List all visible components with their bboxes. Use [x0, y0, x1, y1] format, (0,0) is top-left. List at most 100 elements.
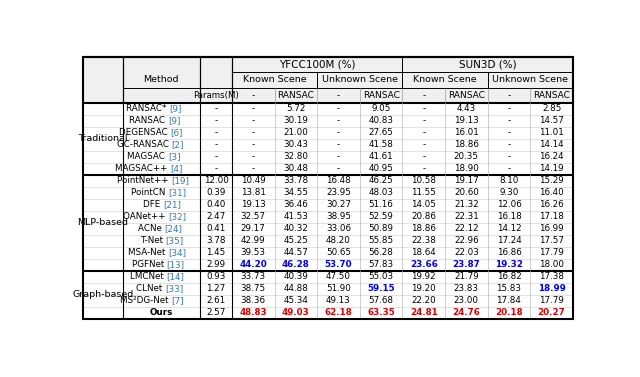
Text: 20.60: 20.60: [454, 188, 479, 197]
Text: 0.41: 0.41: [206, 224, 226, 233]
Text: PointNet++: PointNet++: [117, 176, 172, 185]
Text: 19.92: 19.92: [412, 272, 436, 281]
Text: 22.31: 22.31: [454, 212, 479, 221]
Text: 20.86: 20.86: [412, 212, 436, 221]
Text: 40.39: 40.39: [284, 272, 308, 281]
Text: [14]: [14]: [166, 272, 185, 281]
Text: RANSAC: RANSAC: [533, 91, 570, 100]
Text: 50.89: 50.89: [369, 224, 394, 233]
Text: -: -: [252, 164, 255, 173]
Text: -: -: [337, 91, 340, 100]
Text: MAGSAC: MAGSAC: [127, 152, 168, 161]
Text: -: -: [337, 104, 340, 113]
Text: 22.20: 22.20: [412, 296, 436, 305]
Text: 19.17: 19.17: [454, 176, 479, 185]
Text: 19.13: 19.13: [241, 200, 266, 209]
Text: -: -: [337, 116, 340, 126]
Text: [6]: [6]: [170, 129, 183, 138]
Text: 49.13: 49.13: [326, 296, 351, 305]
Text: T-Net: T-Net: [140, 236, 165, 245]
Text: 41.58: 41.58: [369, 140, 394, 149]
Text: [21]: [21]: [163, 200, 181, 209]
Text: 57.83: 57.83: [369, 260, 394, 269]
Text: -: -: [422, 140, 425, 149]
Text: 4.43: 4.43: [457, 104, 476, 113]
Text: [7]: [7]: [172, 296, 184, 305]
Text: 38.95: 38.95: [326, 212, 351, 221]
Text: Graph-based: Graph-based: [72, 290, 134, 299]
Text: 45.25: 45.25: [284, 236, 308, 245]
Text: 44.20: 44.20: [239, 260, 267, 269]
Text: -: -: [422, 152, 425, 161]
Text: 16.86: 16.86: [497, 248, 522, 257]
Text: 19.32: 19.32: [495, 260, 523, 269]
Text: 46.25: 46.25: [369, 176, 394, 185]
Text: 16.82: 16.82: [497, 272, 522, 281]
Text: 50.65: 50.65: [326, 248, 351, 257]
Text: MS²DG-Net: MS²DG-Net: [120, 296, 172, 305]
Text: -: -: [214, 116, 218, 126]
Text: 19.20: 19.20: [412, 284, 436, 293]
Text: 27.65: 27.65: [369, 129, 394, 138]
Text: [35]: [35]: [165, 236, 184, 245]
Text: OANet++: OANet++: [123, 212, 168, 221]
Text: 30.43: 30.43: [284, 140, 308, 149]
Text: 48.03: 48.03: [369, 188, 394, 197]
Text: 17.38: 17.38: [539, 272, 564, 281]
Text: 17.18: 17.18: [539, 212, 564, 221]
Text: Traditional: Traditional: [78, 135, 127, 143]
Text: 22.12: 22.12: [454, 224, 479, 233]
Text: MSA-Net: MSA-Net: [128, 248, 168, 257]
Text: 15.83: 15.83: [497, 284, 522, 293]
Text: MLP-based: MLP-based: [77, 218, 129, 227]
Text: 23.95: 23.95: [326, 188, 351, 197]
Text: 16.99: 16.99: [540, 224, 564, 233]
Text: ACNe: ACNe: [138, 224, 164, 233]
Text: -: -: [214, 129, 218, 138]
Text: 38.75: 38.75: [241, 284, 266, 293]
Text: 10.49: 10.49: [241, 176, 266, 185]
Text: 53.70: 53.70: [324, 260, 352, 269]
Text: 45.34: 45.34: [284, 296, 308, 305]
Text: -: -: [214, 104, 218, 113]
Text: 11.01: 11.01: [540, 129, 564, 138]
Text: 18.99: 18.99: [538, 284, 566, 293]
Text: 23.66: 23.66: [410, 260, 438, 269]
Text: -: -: [508, 104, 511, 113]
Text: 30.48: 30.48: [284, 164, 308, 173]
Text: 56.28: 56.28: [369, 248, 394, 257]
Text: 21.79: 21.79: [454, 272, 479, 281]
Text: CLNet: CLNet: [136, 284, 165, 293]
Text: 34.55: 34.55: [284, 188, 308, 197]
Text: 17.84: 17.84: [497, 296, 522, 305]
Text: 41.53: 41.53: [284, 212, 308, 221]
Text: -: -: [337, 129, 340, 138]
Text: YFCC100M (%): YFCC100M (%): [279, 60, 355, 69]
Text: [9]: [9]: [168, 116, 180, 126]
Text: 2.99: 2.99: [207, 260, 225, 269]
Text: 48.20: 48.20: [326, 236, 351, 245]
Text: MAGSAC++: MAGSAC++: [115, 164, 170, 173]
Text: DFE: DFE: [143, 200, 163, 209]
Text: 22.38: 22.38: [412, 236, 436, 245]
Text: 41.61: 41.61: [369, 152, 394, 161]
Text: 44.88: 44.88: [284, 284, 308, 293]
Text: 0.40: 0.40: [206, 200, 226, 209]
Text: 62.18: 62.18: [324, 308, 353, 317]
Text: 17.79: 17.79: [539, 296, 564, 305]
Text: 59.15: 59.15: [367, 284, 395, 293]
Text: 0.93: 0.93: [206, 272, 226, 281]
Text: [33]: [33]: [165, 284, 184, 293]
Text: [32]: [32]: [168, 212, 186, 221]
Text: -: -: [252, 91, 255, 100]
Text: -: -: [214, 140, 218, 149]
Text: -: -: [337, 164, 340, 173]
Text: Ours: Ours: [150, 308, 173, 317]
Text: LMCNet: LMCNet: [130, 272, 166, 281]
Text: -: -: [508, 116, 511, 126]
Text: -: -: [422, 129, 425, 138]
Text: -: -: [422, 91, 426, 100]
Text: 5.72: 5.72: [286, 104, 305, 113]
Text: Unknown Scene: Unknown Scene: [492, 75, 568, 84]
Text: [4]: [4]: [170, 164, 183, 173]
